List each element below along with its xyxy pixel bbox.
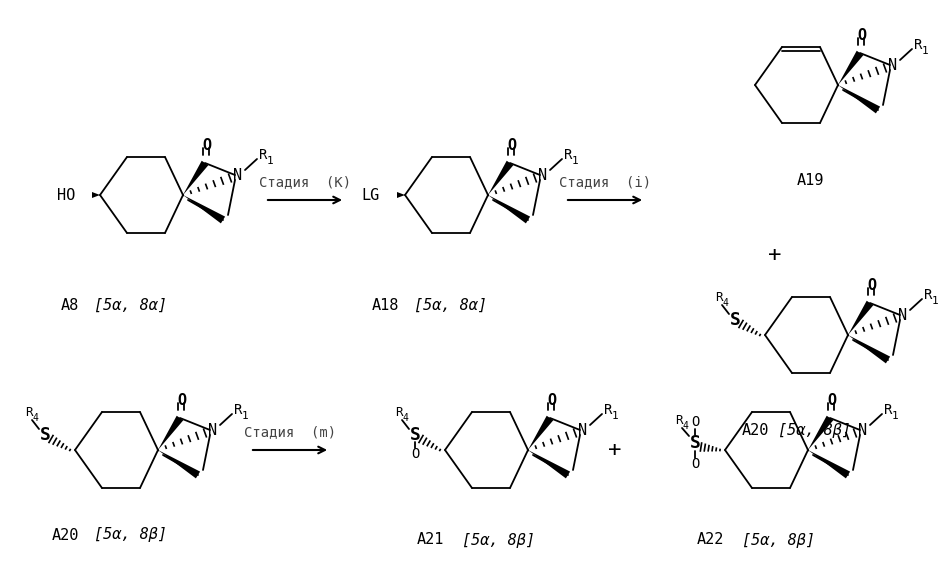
Polygon shape: [528, 450, 570, 478]
Text: R: R: [604, 403, 613, 417]
Polygon shape: [158, 416, 183, 450]
Text: O: O: [411, 447, 419, 461]
Polygon shape: [838, 85, 880, 113]
Text: R: R: [259, 148, 267, 162]
Polygon shape: [808, 416, 834, 450]
Text: S: S: [40, 426, 50, 444]
Text: N: N: [209, 422, 217, 437]
Text: HO: HO: [57, 188, 75, 203]
Polygon shape: [158, 450, 200, 478]
Text: R: R: [924, 288, 932, 302]
Text: N: N: [858, 422, 868, 437]
Polygon shape: [488, 161, 514, 195]
Text: A21: A21: [416, 533, 444, 547]
Text: N: N: [888, 58, 898, 73]
Text: S: S: [410, 426, 420, 444]
Text: 1: 1: [892, 411, 899, 421]
Text: N: N: [579, 422, 587, 437]
Polygon shape: [528, 416, 553, 450]
Polygon shape: [92, 192, 100, 198]
Text: Стадия  (К): Стадия (К): [259, 175, 351, 189]
Text: A19: A19: [797, 173, 824, 188]
Text: A18: A18: [371, 297, 398, 313]
Text: A20: A20: [741, 422, 768, 437]
Text: 4: 4: [32, 413, 38, 423]
Text: O: O: [868, 278, 877, 292]
Text: N: N: [233, 167, 243, 182]
Text: O: O: [508, 138, 516, 152]
Polygon shape: [183, 195, 225, 223]
Text: R: R: [884, 403, 892, 417]
Text: A22: A22: [697, 533, 724, 547]
Polygon shape: [838, 51, 864, 85]
Text: Стадия  (i): Стадия (i): [559, 175, 651, 189]
Polygon shape: [808, 450, 851, 478]
Text: R: R: [234, 403, 243, 417]
Text: +: +: [608, 440, 622, 460]
Text: O: O: [857, 27, 867, 42]
Text: N: N: [899, 307, 907, 322]
Text: [5α, 8α]: [5α, 8α]: [413, 297, 486, 313]
Polygon shape: [848, 335, 890, 363]
Text: R: R: [716, 290, 723, 303]
Text: S: S: [689, 434, 700, 452]
Text: O: O: [691, 415, 700, 429]
Text: O: O: [691, 457, 700, 471]
Text: R: R: [564, 148, 572, 162]
Text: 1: 1: [572, 156, 579, 166]
Text: A8: A8: [60, 297, 79, 313]
Text: N: N: [538, 167, 548, 182]
Text: 1: 1: [266, 156, 274, 166]
Text: 4: 4: [722, 298, 728, 308]
Text: R: R: [396, 406, 403, 418]
Polygon shape: [397, 192, 405, 198]
Text: O: O: [828, 393, 836, 407]
Text: [5α, 8α]: [5α, 8α]: [93, 297, 166, 313]
Text: [5α, 8β]: [5α, 8β]: [462, 533, 534, 547]
Text: LG: LG: [362, 188, 380, 203]
Text: A20: A20: [51, 528, 78, 543]
Text: 1: 1: [242, 411, 248, 421]
Text: [5α, 8β]: [5α, 8β]: [779, 422, 851, 437]
Text: R: R: [25, 406, 33, 418]
Text: Стадия  (m): Стадия (m): [244, 425, 336, 439]
Text: O: O: [177, 393, 187, 407]
Polygon shape: [848, 301, 873, 335]
Text: +: +: [768, 245, 782, 265]
Text: 1: 1: [612, 411, 618, 421]
Polygon shape: [183, 161, 209, 195]
Text: S: S: [730, 311, 740, 329]
Text: 1: 1: [932, 296, 938, 306]
Polygon shape: [488, 195, 531, 223]
Text: R: R: [914, 38, 922, 52]
Text: R: R: [675, 414, 683, 426]
Text: O: O: [548, 393, 557, 407]
Text: 4: 4: [402, 413, 408, 423]
Text: 1: 1: [921, 46, 928, 56]
Text: [5α, 8β]: [5α, 8β]: [741, 533, 815, 547]
Text: 4: 4: [683, 421, 688, 431]
Text: [5α, 8β]: [5α, 8β]: [93, 528, 166, 543]
Text: O: O: [202, 138, 211, 152]
